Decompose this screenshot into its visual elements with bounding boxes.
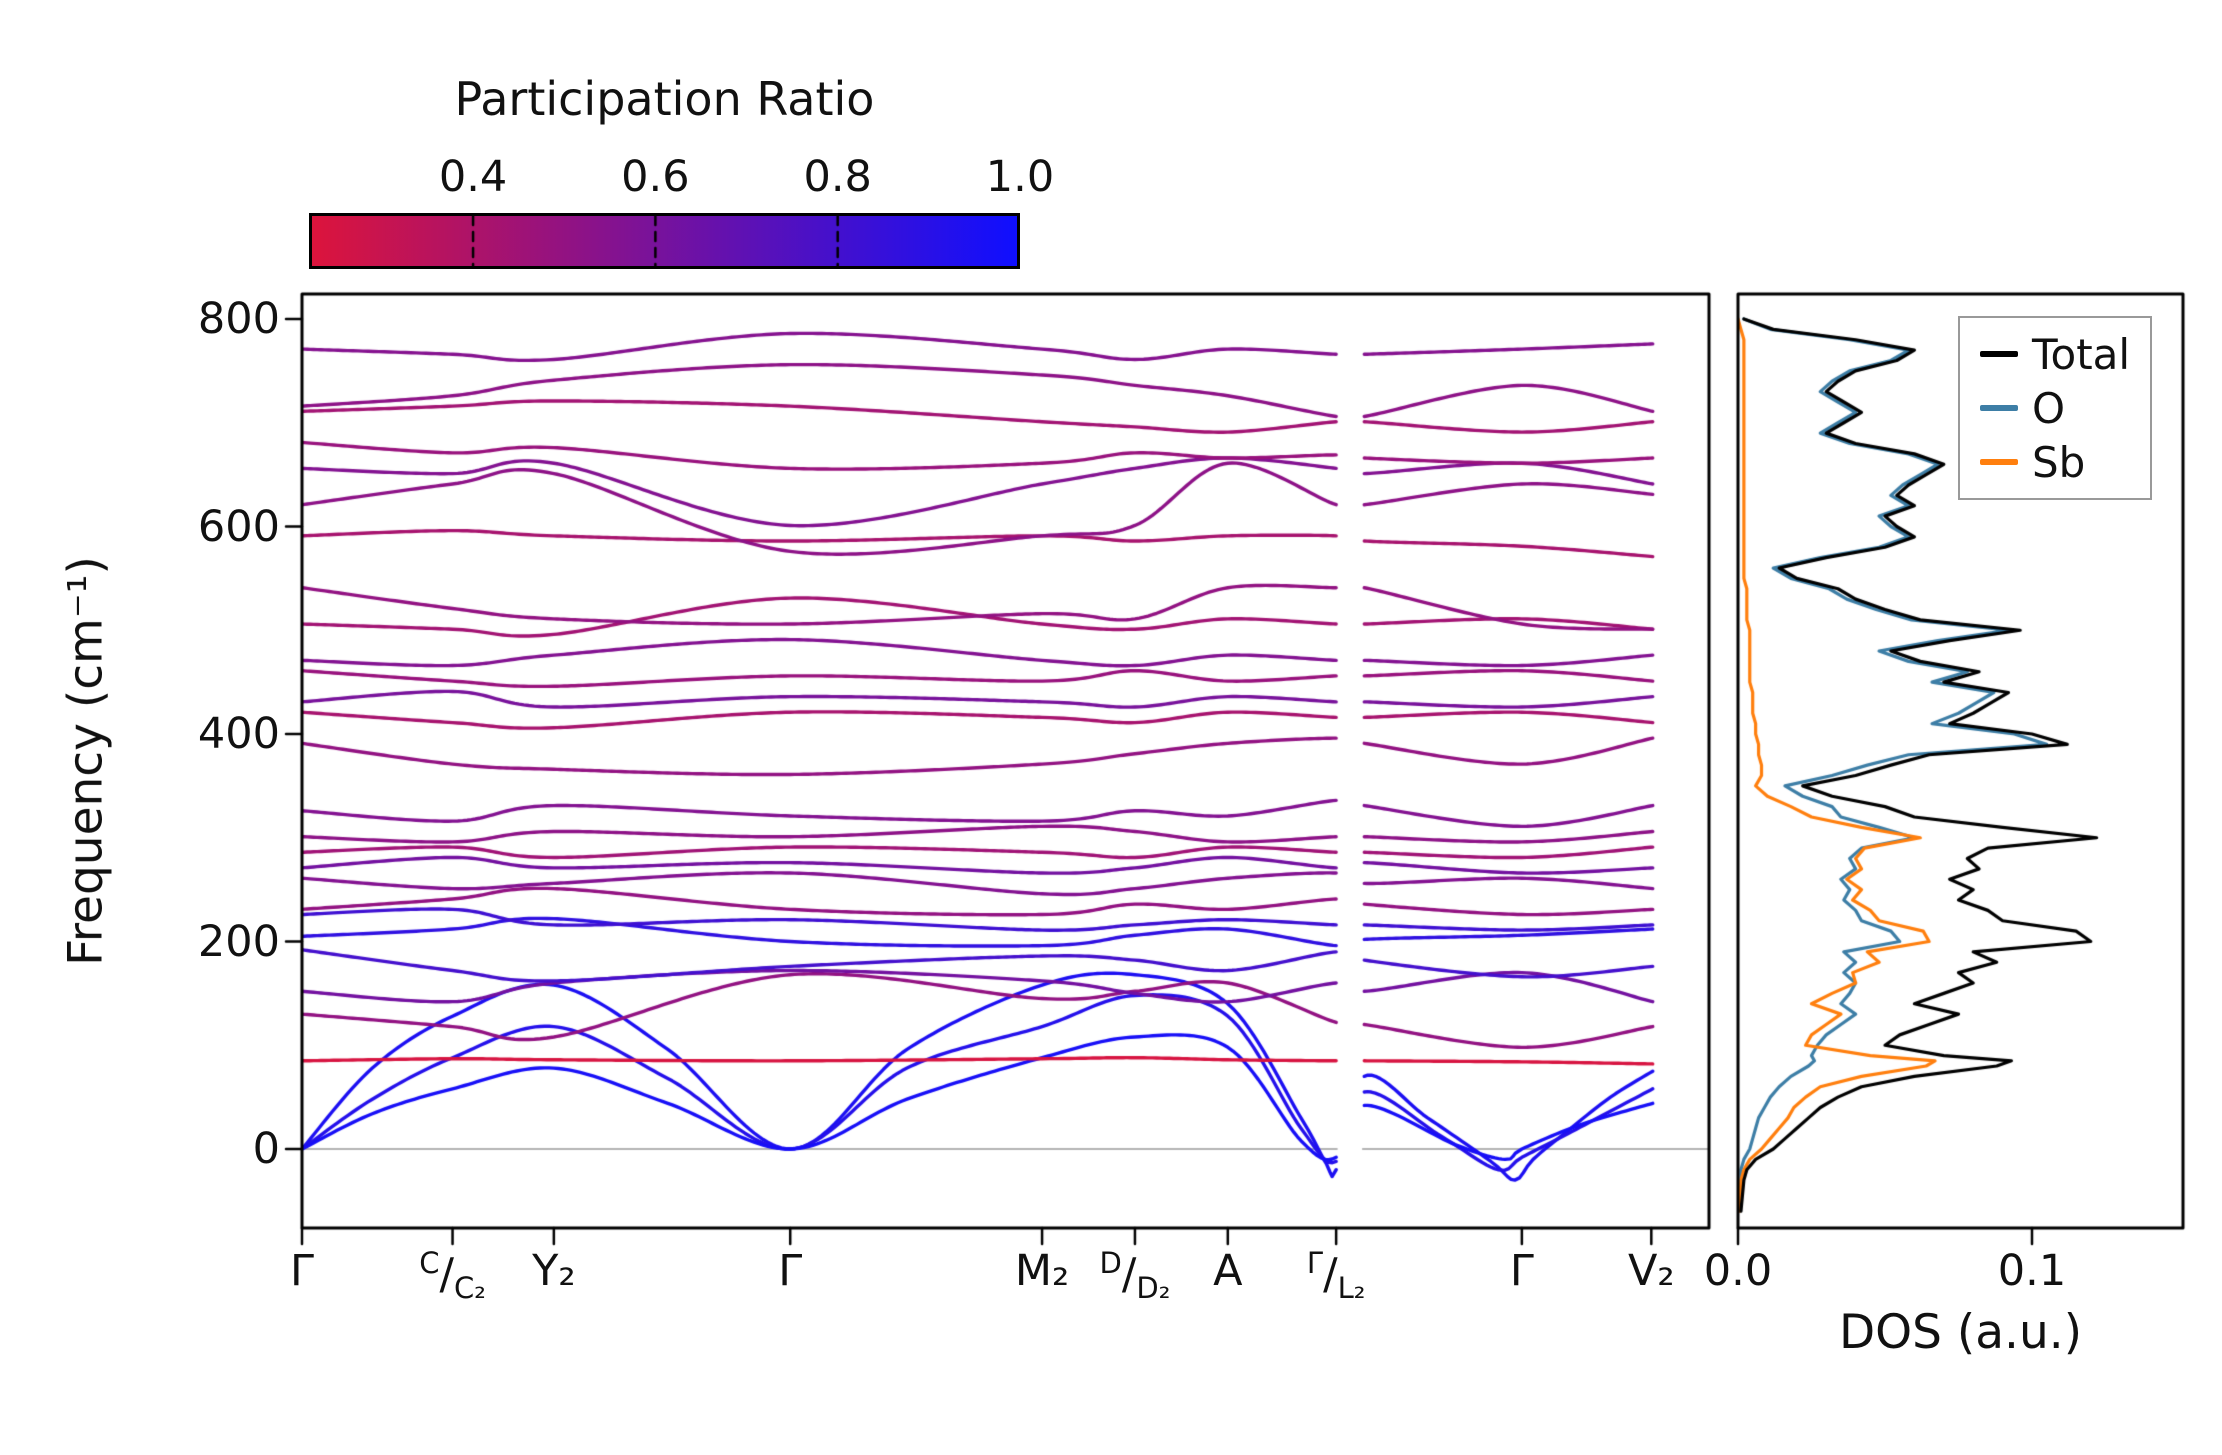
kpath-label-slash: / bbox=[1121, 1249, 1137, 1300]
y-axis-label: Frequency (cm⁻¹) bbox=[58, 556, 114, 966]
legend-line-total bbox=[1980, 351, 2018, 357]
dos-legend: Total O Sb bbox=[1958, 316, 2153, 500]
kpath-label-gamma: Γ bbox=[1509, 1246, 1534, 1296]
y-tick-label: 200 bbox=[197, 916, 280, 967]
kpath-label-slash: / bbox=[1323, 1249, 1338, 1300]
kpath-label-v2: V₂ bbox=[1627, 1246, 1675, 1296]
kpath-label-sub: C₂ bbox=[453, 1270, 486, 1305]
kpath-label-sup: Γ bbox=[1306, 1246, 1324, 1280]
kpath-label-sub: D₂ bbox=[1136, 1270, 1171, 1305]
kpath-label-gamma: Γ bbox=[778, 1246, 803, 1296]
legend-line-o bbox=[1980, 405, 2018, 411]
legend-label-sb: Sb bbox=[2032, 437, 2086, 487]
kpath-label-sup: C bbox=[419, 1246, 440, 1280]
kpath-label-d-d2: D/D₂ bbox=[1100, 1246, 1171, 1305]
kpath-label-gamma: Γ bbox=[290, 1246, 314, 1296]
y-tick-label: 0 bbox=[252, 1124, 280, 1174]
kpath-label-slash: / bbox=[439, 1249, 454, 1300]
kpath-label-sup: D bbox=[1099, 1246, 1122, 1280]
y-tick-label: 600 bbox=[197, 501, 280, 552]
kpath-label-m2: M₂ bbox=[1014, 1246, 1070, 1296]
legend-line-sb bbox=[1980, 459, 2018, 465]
kpath-label-c-c2: C/C₂ bbox=[419, 1246, 486, 1305]
y-tick-label: 400 bbox=[197, 709, 280, 759]
legend-item-o: O bbox=[1980, 383, 2130, 433]
legend-label-o: O bbox=[2032, 383, 2066, 433]
kpath-label-a: A bbox=[1213, 1246, 1243, 1296]
dos-axis-label: DOS (a.u.) bbox=[1838, 1305, 2083, 1360]
kpath-label-y2: Y₂ bbox=[532, 1246, 576, 1296]
kpath-label-sub: L₂ bbox=[1337, 1270, 1366, 1305]
y-tick-label: 800 bbox=[197, 294, 280, 344]
dos-x-tick-label: 0.0 bbox=[1703, 1246, 1773, 1296]
dos-x-tick-label: 0.1 bbox=[1997, 1246, 2067, 1296]
kpath-label-gamma-l2: Γ/L₂ bbox=[1307, 1246, 1365, 1305]
legend-item-sb: Sb bbox=[1980, 437, 2130, 487]
legend-item-total: Total bbox=[1980, 329, 2131, 379]
legend-label-total: Total bbox=[2032, 329, 2131, 379]
